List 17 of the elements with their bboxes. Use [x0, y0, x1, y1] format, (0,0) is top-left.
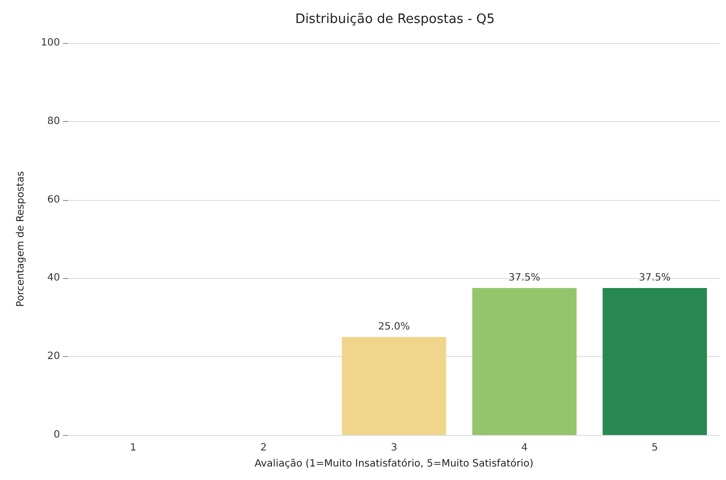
- y-tick-label: 20: [47, 351, 60, 362]
- y-tick-label: 0: [54, 430, 60, 440]
- data-label: 37.5%: [508, 272, 540, 284]
- x-tick-label: 3: [390, 442, 398, 454]
- data-label: 25.0%: [378, 322, 410, 332]
- x-axis-title: Avaliação (1=Muito Insatisfatório, 5=Muito Satisfatório): [254, 458, 534, 470]
- x-tick-label: 1: [130, 442, 136, 454]
- x-tick-label: 5: [652, 442, 658, 454]
- x-tick-label: 4: [521, 442, 528, 454]
- x-tick-label: 2: [260, 442, 267, 454]
- y-tick-label: 40: [47, 272, 60, 284]
- data-label: 37.5%: [638, 272, 671, 284]
- y-tick-label: 80: [47, 116, 60, 127]
- y-axis-title: Porcentagem de Respostas: [16, 171, 26, 307]
- y-tick-label: 100: [40, 38, 60, 48]
- chart-title: Distribuição de Respostas - Q5: [295, 12, 495, 27]
- y-tick-label: 60: [47, 194, 60, 206]
